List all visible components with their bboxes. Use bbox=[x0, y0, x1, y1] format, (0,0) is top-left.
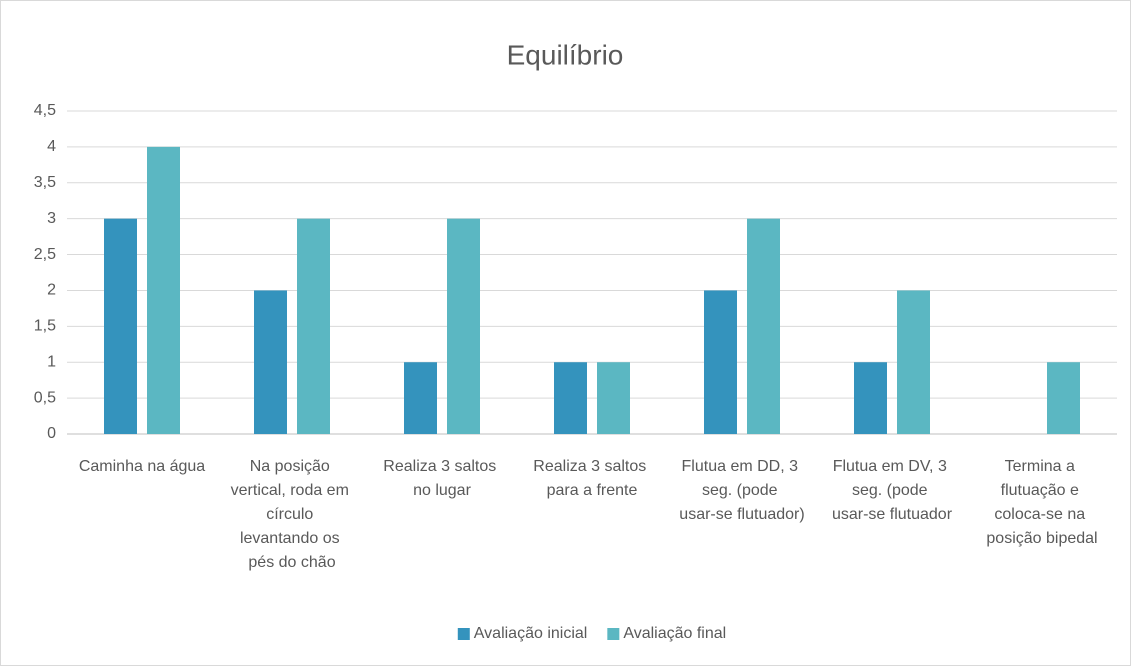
y-tick-label: 1,5 bbox=[34, 318, 56, 335]
x-tick-label: Realiza 3 saltos no lugar bbox=[383, 458, 500, 499]
bar bbox=[897, 290, 930, 434]
y-tick-label: 1 bbox=[47, 353, 56, 370]
x-tick-label: Realiza 3 saltos para a frente bbox=[533, 458, 650, 499]
x-tick-label: Termina a flutuação e coloca-se na posiç… bbox=[986, 458, 1097, 547]
y-tick-label: 4,5 bbox=[34, 102, 56, 119]
y-tick-label: 3 bbox=[47, 210, 56, 227]
y-tick-label: 3,5 bbox=[34, 174, 56, 191]
bar bbox=[854, 362, 887, 434]
bar bbox=[297, 218, 330, 434]
y-tick-label: 0,5 bbox=[34, 389, 56, 406]
bar bbox=[1047, 362, 1080, 434]
y-tick-label: 2 bbox=[47, 282, 56, 299]
bar bbox=[747, 218, 780, 434]
y-tick-label: 2,5 bbox=[34, 246, 56, 263]
x-tick-label: Na posição vertical, roda em círculo lev… bbox=[231, 458, 354, 571]
chart-title: Equilíbrio bbox=[507, 39, 624, 70]
legend-label: Avaliação final bbox=[623, 625, 726, 642]
legend-swatch bbox=[607, 628, 620, 640]
y-tick-label: 4 bbox=[47, 138, 56, 155]
bar bbox=[554, 362, 587, 434]
bar bbox=[447, 218, 480, 434]
legend-label: Avaliação inicial bbox=[474, 625, 588, 642]
bar bbox=[254, 290, 287, 434]
bar bbox=[147, 146, 180, 434]
x-tick-label: Flutua em DD, 3 seg. (pode usar-se flutu… bbox=[679, 458, 804, 523]
x-tick-label: Caminha na água bbox=[79, 458, 205, 475]
bar bbox=[597, 362, 630, 434]
x-tick-label: Flutua em DV, 3 seg. (pode usar-se flutu… bbox=[832, 458, 953, 523]
bar bbox=[104, 218, 137, 434]
legend-swatch bbox=[457, 628, 470, 640]
bar bbox=[704, 290, 737, 434]
bar bbox=[404, 362, 437, 434]
y-tick-label: 0 bbox=[47, 425, 56, 442]
